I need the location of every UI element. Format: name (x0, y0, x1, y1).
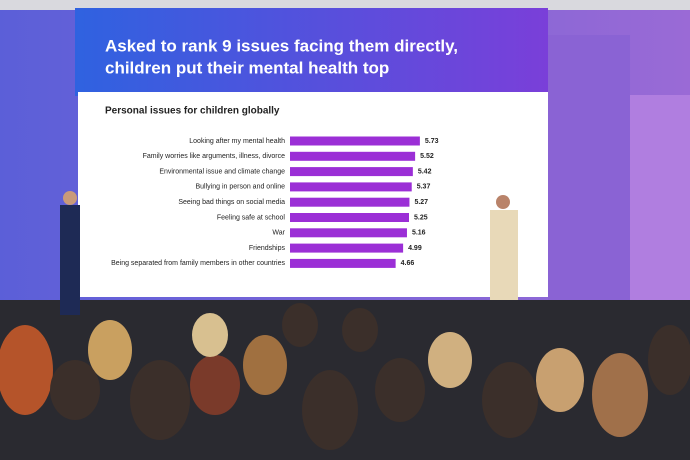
side-panel (630, 95, 690, 305)
side-panel (548, 35, 630, 305)
category-label: Bullying in person and online (195, 184, 285, 191)
value-label: 4.99 (408, 245, 422, 252)
bar (290, 197, 410, 207)
value-label: 5.73 (425, 138, 439, 145)
category-label: Environmental issue and climate change (159, 168, 285, 175)
bar (290, 167, 413, 177)
presenter (60, 205, 80, 315)
title: children put their mental health top (105, 58, 389, 77)
value-label: 5.42 (418, 168, 432, 175)
bar (290, 258, 396, 268)
title: Asked to rank 9 issues facing them direc… (105, 36, 458, 55)
presenter (490, 210, 518, 300)
category-label: Feeling safe at school (217, 214, 286, 221)
bar (290, 228, 407, 238)
presenter-head (63, 191, 77, 205)
bar (290, 151, 416, 161)
title-banner (75, 8, 548, 96)
category-label: Friendships (249, 245, 286, 252)
value-label: 4.66 (401, 260, 415, 267)
category-label: Looking after my mental health (189, 138, 285, 145)
bar (290, 136, 420, 146)
value-label: 5.37 (417, 184, 431, 191)
value-label: 5.25 (414, 214, 428, 221)
value-label: 5.16 (412, 230, 426, 237)
bar (290, 182, 412, 192)
category-label: Being separated from family members in o… (111, 260, 285, 267)
bar (290, 213, 409, 222)
presenter-head (496, 195, 510, 209)
value-label: 5.27 (414, 199, 428, 206)
value-label: 5.52 (420, 153, 434, 160)
chart-subtitle: Personal issues for children globally (105, 106, 280, 117)
category-label: Family worries like arguments, illness, … (143, 153, 285, 160)
chart: Looking after my mental health 5.73 Family… (111, 136, 439, 268)
bar (290, 243, 404, 253)
category-label: Seeing bad things on social media (178, 199, 285, 206)
category-label: War (272, 230, 285, 237)
audience-heads (0, 303, 690, 450)
